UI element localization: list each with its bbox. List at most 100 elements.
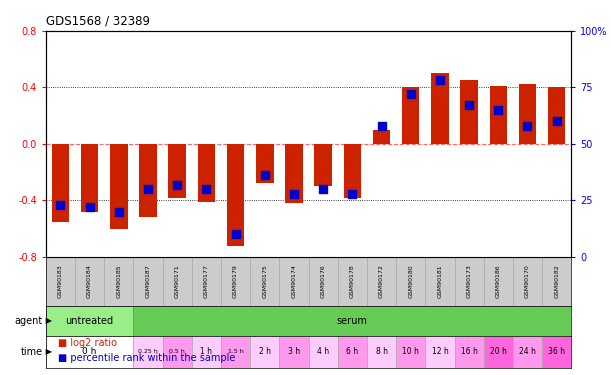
Point [114, 209, 123, 214]
Text: 8 h: 8 h [376, 347, 387, 356]
Point [202, 186, 211, 192]
Text: 4 h: 4 h [317, 347, 329, 356]
Bar [133, 306, 571, 336]
Bar [425, 257, 455, 306]
Text: GSM90186: GSM90186 [496, 264, 501, 298]
Text: GSM90178: GSM90178 [350, 264, 355, 298]
Bar [227, 144, 244, 246]
Text: GSM90171: GSM90171 [175, 264, 180, 298]
Bar [484, 257, 513, 306]
Text: ▶: ▶ [43, 316, 53, 325]
Bar [373, 130, 390, 144]
Text: 1.5 h: 1.5 h [228, 349, 243, 354]
Text: 3 h: 3 h [288, 347, 300, 356]
Point [376, 123, 386, 129]
Text: GSM90182: GSM90182 [554, 264, 559, 298]
Bar [163, 257, 192, 306]
Bar [133, 336, 163, 368]
Text: serum: serum [337, 316, 368, 326]
Bar [250, 336, 279, 368]
Text: GSM90180: GSM90180 [408, 264, 413, 298]
Point [231, 231, 241, 237]
Bar [460, 80, 478, 144]
Bar [367, 336, 396, 368]
Text: GSM90173: GSM90173 [467, 264, 472, 298]
Point [56, 202, 65, 208]
Text: ■ log2 ratio: ■ log2 ratio [58, 338, 117, 348]
Bar [309, 336, 338, 368]
Point [289, 190, 299, 196]
Bar [315, 144, 332, 186]
Bar [367, 257, 396, 306]
Point [406, 91, 415, 97]
Text: GSM90184: GSM90184 [87, 264, 92, 298]
Point [260, 172, 269, 178]
Bar [279, 257, 309, 306]
Bar [52, 144, 69, 222]
Text: 20 h: 20 h [490, 347, 507, 356]
Bar [489, 86, 507, 144]
Text: 6 h: 6 h [346, 347, 359, 356]
Bar [139, 144, 157, 217]
Bar [192, 257, 221, 306]
Bar [163, 336, 192, 368]
Bar [513, 257, 542, 306]
Text: 1 h: 1 h [200, 347, 213, 356]
Text: GSM90170: GSM90170 [525, 264, 530, 298]
Text: GSM90179: GSM90179 [233, 264, 238, 298]
Point [143, 186, 153, 192]
Bar [197, 144, 215, 202]
Bar [46, 257, 75, 306]
Text: GSM90176: GSM90176 [321, 264, 326, 298]
Bar [81, 144, 98, 211]
Bar [519, 84, 536, 144]
Bar [279, 336, 309, 368]
Point [552, 118, 562, 124]
Text: 12 h: 12 h [431, 347, 448, 356]
Text: time: time [21, 346, 43, 357]
Text: agent: agent [15, 316, 43, 326]
Bar [46, 336, 133, 368]
Point [464, 102, 474, 108]
Text: untreated: untreated [65, 316, 114, 326]
Text: GSM90177: GSM90177 [204, 264, 209, 298]
Text: 0.5 h: 0.5 h [169, 349, 185, 354]
Point [172, 182, 182, 188]
Bar [455, 336, 484, 368]
Bar [431, 73, 448, 144]
Text: ■ percentile rank within the sample: ■ percentile rank within the sample [58, 353, 235, 363]
Bar [75, 257, 104, 306]
Text: GDS1568 / 32389: GDS1568 / 32389 [46, 14, 150, 27]
Text: GSM90185: GSM90185 [116, 264, 122, 298]
Text: 24 h: 24 h [519, 347, 536, 356]
Bar [221, 336, 250, 368]
Bar [192, 336, 221, 368]
Bar [402, 87, 420, 144]
Bar [338, 257, 367, 306]
Bar [110, 144, 128, 229]
Text: GSM90172: GSM90172 [379, 264, 384, 298]
Point [318, 186, 328, 192]
Bar [285, 144, 302, 203]
Bar [396, 336, 425, 368]
Bar [133, 257, 163, 306]
Bar [309, 257, 338, 306]
Text: GSM90181: GSM90181 [437, 264, 442, 298]
Bar [46, 306, 133, 336]
Bar [513, 336, 542, 368]
Text: GSM90175: GSM90175 [262, 264, 267, 298]
Text: GSM90174: GSM90174 [291, 264, 296, 298]
Text: 10 h: 10 h [402, 347, 419, 356]
Bar [256, 144, 274, 183]
Bar [548, 87, 565, 144]
Bar [484, 336, 513, 368]
Point [348, 190, 357, 196]
Bar [542, 257, 571, 306]
Bar [396, 257, 425, 306]
Point [494, 107, 503, 113]
Bar [221, 257, 250, 306]
Bar [343, 144, 361, 198]
Bar [425, 336, 455, 368]
Point [435, 78, 445, 84]
Text: 0 h: 0 h [82, 347, 97, 356]
